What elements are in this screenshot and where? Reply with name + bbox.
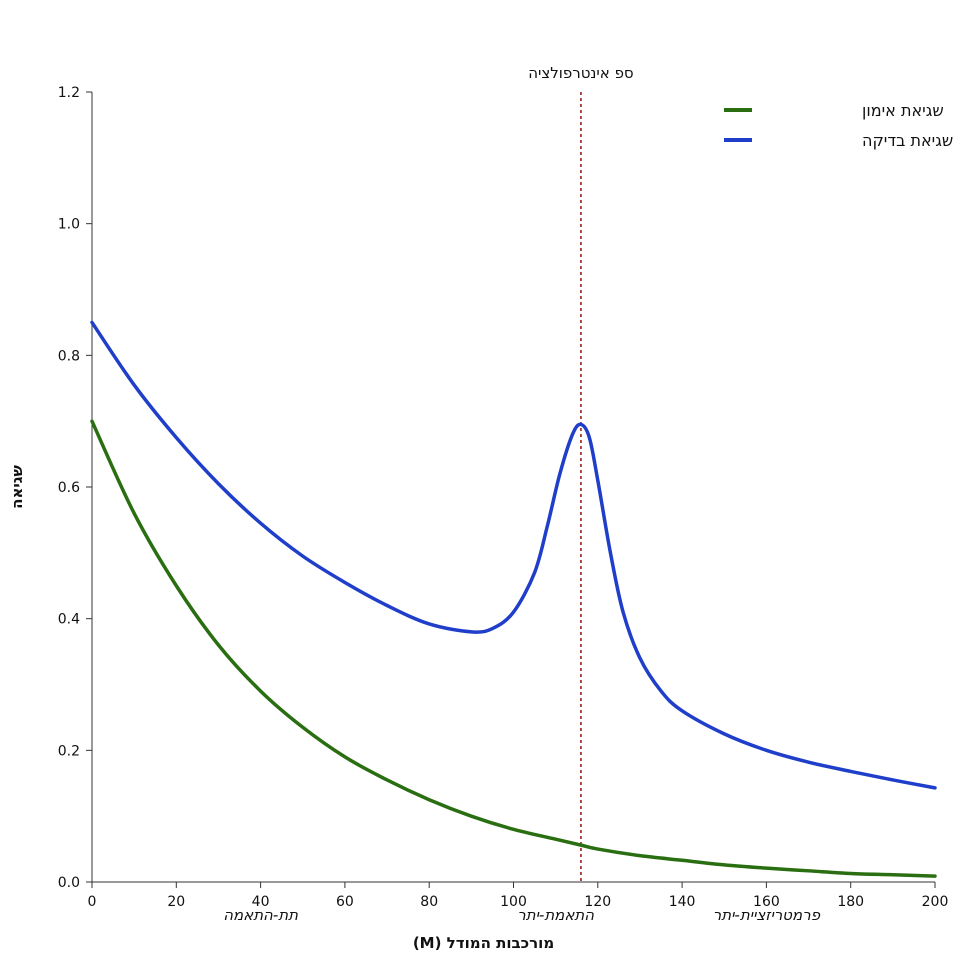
x-tick-label: 160 (753, 894, 780, 910)
series-line-1 (90, 320, 937, 790)
x-tick-label: 140 (669, 894, 696, 910)
x-tick-label: 120 (584, 894, 611, 910)
legend-entry-1: שגיאת בדיקה (862, 131, 953, 150)
region-label: פרמטריזציית-יתר (713, 906, 821, 924)
legend-entry-0: שגיאת אימון (862, 101, 944, 120)
series-line-0 (90, 419, 937, 878)
x-tick-label: 0 (88, 894, 97, 910)
y-tick-label: 1.2 (58, 85, 80, 101)
region-label: תת-התאמה (223, 906, 298, 924)
interpolation-threshold-label: ספ אינטרפולציה (528, 64, 633, 82)
y-tick-label: 0.4 (58, 612, 80, 628)
x-tick-label: 80 (420, 894, 438, 910)
y-tick-label: 0.6 (58, 480, 80, 496)
y-tick-label: 0.2 (58, 743, 80, 759)
x-axis-title: מורכבות המודל (M) (413, 934, 554, 952)
x-tick-label: 200 (922, 894, 949, 910)
y-tick-label: 1.0 (58, 217, 80, 233)
y-axis-title: שגיאה (8, 465, 26, 509)
x-tick-label: 20 (167, 894, 185, 910)
y-tick-label: 0.8 (58, 348, 80, 364)
region-label: התאמת-יתר (517, 906, 594, 924)
x-tick-label: 60 (336, 894, 354, 910)
x-tick-label: 100 (500, 894, 527, 910)
x-tick-label: 180 (837, 894, 864, 910)
y-tick-label: 0.0 (58, 875, 80, 891)
x-tick-label: 40 (252, 894, 270, 910)
